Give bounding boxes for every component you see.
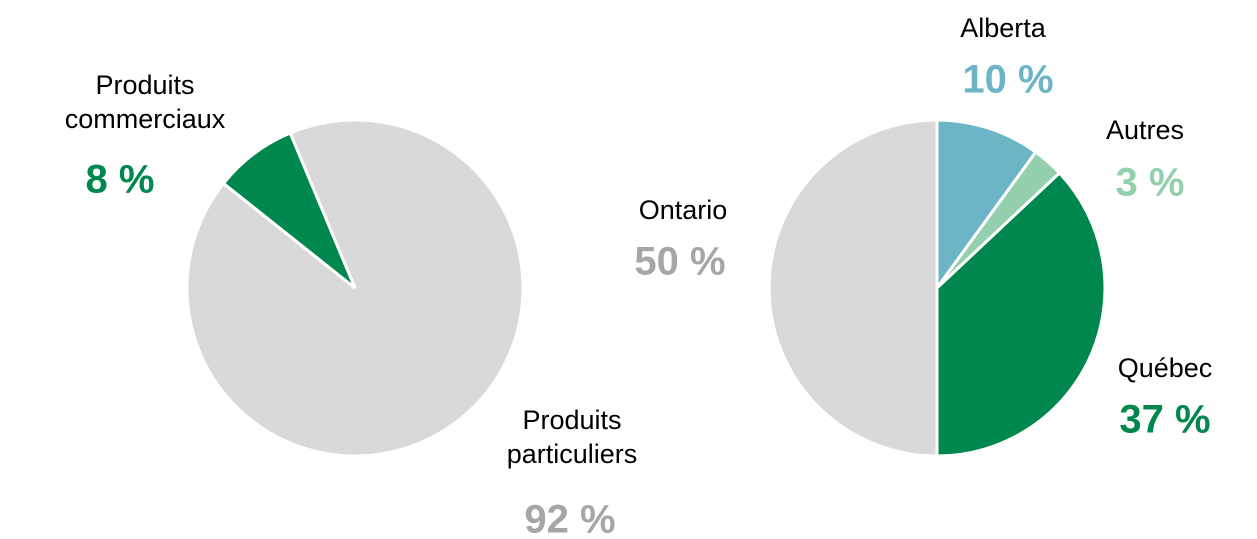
slice-label: Alberta (960, 13, 1046, 43)
pie-slice (935, 170, 1107, 458)
slice-label: Produits commerciaux (64, 70, 226, 134)
slice-label: Produits particuliers (506, 405, 638, 469)
value-label: 92 % (524, 497, 616, 539)
value-label: 37 % (1119, 397, 1211, 442)
pie-slice (221, 131, 357, 290)
value-label: 10 % (962, 57, 1054, 102)
pie-slice (767, 118, 939, 458)
slice-label: Québec (1117, 353, 1213, 383)
pie-slice (935, 118, 1038, 293)
value-label: 50 % (634, 239, 726, 284)
slice-label: Ontario (638, 195, 728, 225)
value-label: 8 % (85, 157, 155, 202)
value-label: 3 % (1115, 160, 1185, 205)
slice-label: Autres (1105, 115, 1185, 145)
